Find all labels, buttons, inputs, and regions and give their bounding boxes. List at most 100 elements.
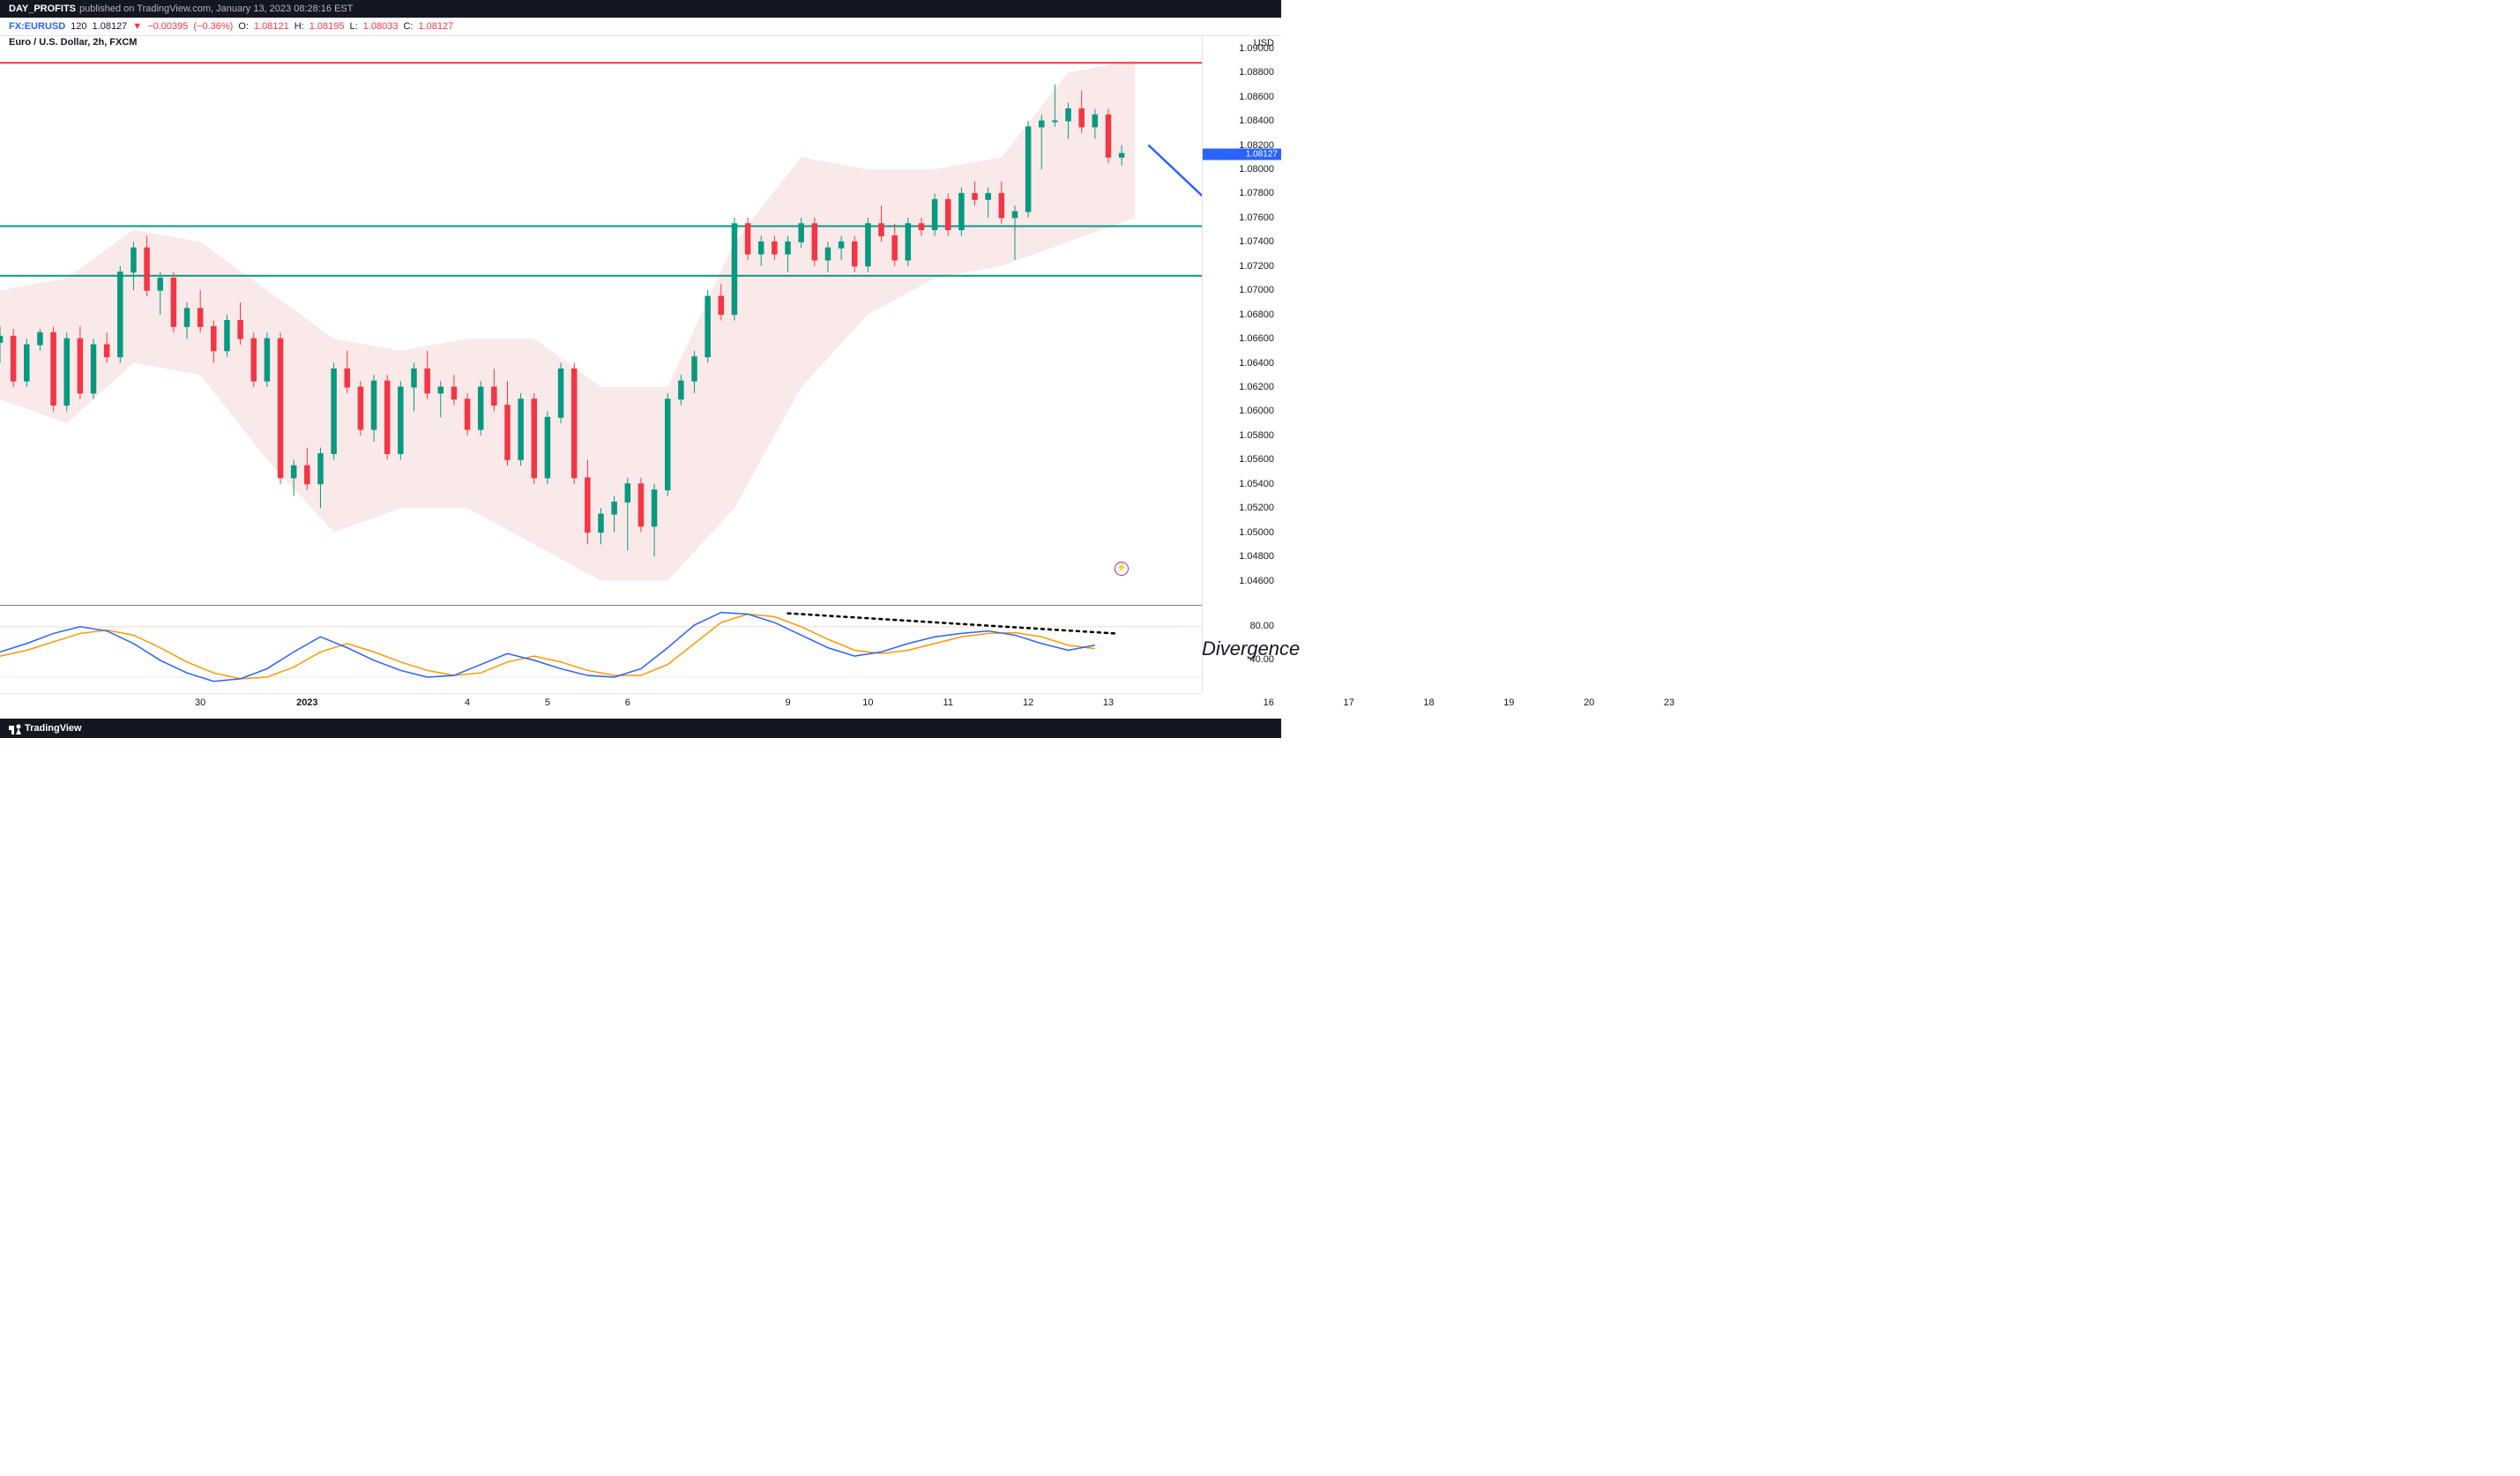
price-tick: 1.06800 [1239, 309, 1274, 320]
price-tick: 1.08800 [1239, 67, 1274, 78]
time-tick: 6 [625, 697, 630, 708]
time-tick: 30 [195, 697, 205, 708]
price-tick: 1.04800 [1239, 551, 1274, 562]
time-tick: 18 [1423, 697, 1434, 708]
symbol-ticker: FX:EURUSD [9, 21, 65, 32]
price-tick: 1.08600 [1239, 92, 1274, 102]
candle-body [38, 332, 43, 345]
candle-body [638, 484, 644, 526]
ohlc-c-label: C: [403, 21, 413, 32]
candle-body [959, 193, 965, 229]
oscillator-pane[interactable]: Divergence [0, 605, 1202, 693]
candle-body [1025, 127, 1031, 212]
prediction-arrow[interactable] [1148, 145, 1202, 265]
symbol-info-bar: Euro / U.S. Dollar, 2h, FXCM FX:EURUSD 1… [0, 18, 1281, 36]
candle-body [492, 387, 497, 406]
ohlc-l-label: L: [349, 21, 357, 32]
time-tick: 20 [1584, 697, 1594, 708]
price-tick: 1.07800 [1239, 188, 1274, 198]
price-tick: 1.06400 [1239, 358, 1274, 369]
candle-body [225, 321, 230, 351]
ohlc-o: 1.08121 [254, 21, 289, 32]
time-tick: 13 [1103, 697, 1114, 708]
publish-info: published on TradingView.com, January 13… [79, 4, 353, 14]
candle-body [212, 326, 217, 350]
candle-body [438, 387, 444, 393]
price-tick: 1.07400 [1239, 236, 1274, 247]
candle-body [278, 339, 283, 478]
osc-tick: 40.00 [1249, 654, 1274, 665]
divergence-trendline[interactable] [788, 614, 1115, 634]
candle-body [345, 369, 350, 387]
chart-area[interactable]: Divergence 30202345691011121316171819202… [0, 36, 1281, 737]
candle-body [839, 242, 844, 248]
candle-body [184, 309, 190, 327]
price-tick: 1.05000 [1239, 527, 1274, 538]
candle-body [558, 369, 563, 417]
candle-body [825, 248, 831, 260]
candle-body [758, 242, 764, 254]
candle-body [171, 278, 176, 326]
osc-tick: 80.00 [1249, 621, 1274, 631]
price-tick: 1.04600 [1239, 576, 1274, 586]
time-tick: 12 [1023, 697, 1033, 708]
price-tick: 1.05600 [1239, 454, 1274, 465]
footer-brand: TradingView [25, 723, 82, 734]
candle-body [238, 321, 243, 339]
candle-body [866, 224, 871, 266]
candle-body [145, 248, 150, 290]
candle-body [305, 466, 310, 484]
candle-body [64, 339, 70, 405]
price-chart-svg [0, 36, 1202, 605]
candle-body [478, 387, 483, 429]
candle-body [1119, 153, 1124, 157]
candle-body [51, 332, 56, 405]
symbol-interval: 120 [71, 21, 86, 32]
candle-body [158, 278, 163, 290]
candle-body [599, 514, 604, 533]
main-price-pane[interactable] [0, 36, 1202, 605]
tradingview-logo-icon [9, 722, 21, 734]
price-tick: 1.07000 [1239, 285, 1274, 295]
change-abs: −0.00395 [147, 21, 188, 32]
ohlc-l: 1.08033 [363, 21, 399, 32]
candle-body [1106, 115, 1111, 157]
bolt-icon[interactable]: ⚡ [1115, 562, 1129, 576]
price-tick: 1.05200 [1239, 503, 1274, 513]
price-tick: 1.07600 [1239, 212, 1274, 223]
candle-body [465, 399, 470, 429]
time-tick: 16 [1264, 697, 1274, 708]
time-axis: 302023456910111213161718192023 [0, 693, 1202, 715]
candle-body [745, 224, 750, 254]
candle-body [251, 339, 257, 381]
candle-body [198, 309, 203, 327]
stoch-d-line [0, 615, 1095, 679]
candle-body [371, 381, 377, 429]
candle-body [265, 339, 270, 381]
candle-body [425, 369, 430, 392]
candle-body [104, 345, 109, 357]
candle-body [532, 399, 537, 478]
candle-body [505, 406, 511, 460]
price-tick: 1.07200 [1239, 261, 1274, 272]
candle-body [612, 502, 617, 514]
time-tick: 17 [1343, 697, 1353, 708]
time-tick: 2023 [296, 697, 317, 708]
candle-body [799, 224, 804, 242]
candle-body [412, 369, 417, 387]
candle-body [852, 242, 857, 265]
candle-body [131, 248, 137, 272]
candle-body [291, 466, 296, 478]
price-tick: 1.06000 [1239, 406, 1274, 416]
candle-body [545, 417, 550, 478]
candle-body [999, 193, 1004, 217]
oscillator-svg [0, 606, 1202, 694]
candle-body [399, 387, 404, 453]
time-tick: 11 [943, 697, 953, 708]
candle-body [919, 224, 924, 230]
price-tick: 1.06200 [1239, 382, 1274, 392]
time-tick: 19 [1503, 697, 1514, 708]
candle-body [679, 381, 684, 399]
price-tick: 1.05800 [1239, 430, 1274, 441]
current-price-tag: 1.08127 [1203, 148, 1281, 160]
